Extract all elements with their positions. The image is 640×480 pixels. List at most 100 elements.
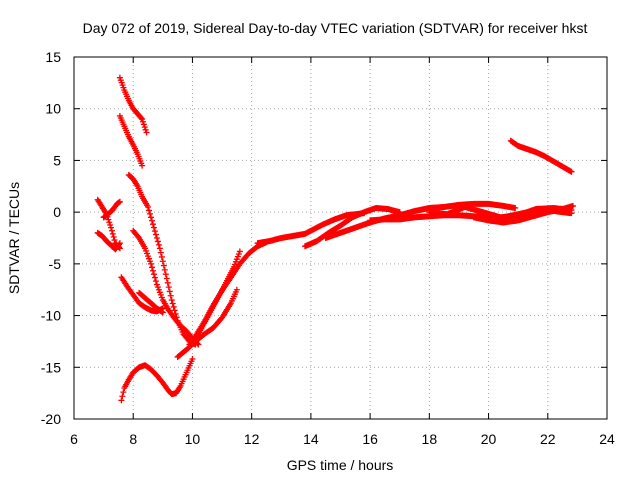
data-point-marker (143, 129, 150, 136)
data-point-marker (189, 356, 196, 363)
data-point-marker (158, 308, 165, 315)
axis-ticks (73, 56, 608, 420)
x-tick-label: 14 (303, 431, 319, 447)
data-point-marker (106, 219, 113, 226)
data-point-marker (161, 266, 168, 273)
data-point-marker (150, 271, 157, 278)
series-arc-3 (125, 171, 199, 348)
data-point-marker (151, 274, 158, 281)
series-arc-1 (116, 74, 150, 136)
data-point-marker (157, 249, 164, 256)
data-point-marker (149, 267, 156, 274)
data-point-marker (150, 224, 157, 231)
y-axis-tick-labels: -20 -15 -10 -5 0 5 10 15 (41, 49, 61, 427)
data-point-marker (167, 292, 174, 299)
data-point-marker (236, 248, 243, 255)
data-point-marker (149, 221, 156, 228)
data-point-marker (109, 230, 116, 237)
y-axis-label: SDTVAR / TECUs (6, 182, 22, 294)
data-point-marker (110, 233, 117, 240)
x-tick-label: 24 (599, 431, 615, 447)
data-point-marker (148, 217, 155, 224)
series-arc-6 (100, 198, 123, 221)
y-tick-label: -5 (49, 256, 62, 272)
data-point-marker (169, 300, 176, 307)
series-arc-2 (116, 112, 146, 169)
x-tick-label: 12 (244, 431, 260, 447)
x-tick-label: 8 (129, 431, 137, 447)
data-point-marker (141, 124, 148, 131)
series-arc-20 (507, 137, 575, 175)
data-point-marker (145, 203, 152, 210)
data-point-marker (116, 241, 123, 248)
data-point-marker (166, 288, 173, 295)
data-point-marker (118, 397, 125, 404)
y-tick-label: 0 (53, 204, 61, 220)
y-tick-label: 15 (45, 49, 61, 65)
data-point-marker (152, 231, 159, 238)
data-point-marker (164, 279, 171, 286)
x-tick-label: 22 (540, 431, 556, 447)
y-tick-label: -10 (41, 308, 61, 324)
y-tick-label: -20 (41, 411, 61, 427)
data-point-marker (170, 303, 177, 310)
data-point-marker (158, 253, 165, 260)
data-point-marker (160, 262, 167, 269)
data-point-marker (147, 210, 154, 217)
data-point-marker (159, 309, 166, 316)
series-arc-7 (130, 227, 202, 348)
data-point-marker (139, 162, 146, 169)
x-tick-label: 16 (362, 431, 378, 447)
series-arc-10 (118, 356, 196, 404)
series-arc-19 (470, 202, 576, 226)
series-arc-9 (136, 289, 166, 316)
data-point-marker (146, 207, 153, 214)
series-arc-16 (322, 200, 519, 241)
series-arc-5 (94, 229, 123, 253)
x-axis-tick-labels: 6 8 10 12 14 16 18 20 22 24 (70, 431, 615, 447)
data-point-marker (111, 237, 118, 244)
data-point-marker (115, 199, 122, 206)
series-arc-13 (195, 248, 243, 338)
data-point-marker (139, 118, 146, 125)
data-point-marker (108, 224, 115, 231)
data-point-marker (147, 260, 154, 267)
data-point-marker (156, 245, 163, 252)
data-point-marker (107, 221, 114, 228)
data-point-marker (116, 198, 123, 205)
data-point-marker (233, 286, 240, 293)
data-point-marker (162, 271, 169, 278)
data-point-marker (569, 202, 576, 209)
data-point-marker (154, 238, 161, 245)
x-axis-label: GPS time / hours (287, 457, 394, 473)
data-point-marker (142, 126, 149, 133)
data-point-marker (119, 393, 126, 400)
x-tick-label: 10 (185, 431, 201, 447)
data-point-marker (159, 258, 166, 265)
data-point-marker (155, 241, 162, 248)
data-point-marker (120, 389, 127, 396)
data-point-marker (140, 121, 147, 128)
data-series (94, 74, 576, 404)
data-point-marker (512, 205, 519, 212)
data-point-marker (171, 307, 178, 314)
y-tick-label: 10 (45, 101, 61, 117)
data-point-marker (163, 275, 170, 282)
data-point-marker (168, 297, 175, 304)
data-point-marker (152, 278, 159, 285)
data-point-marker (147, 214, 154, 221)
x-tick-label: 6 (70, 431, 78, 447)
data-point-marker (568, 168, 575, 175)
x-tick-label: 18 (422, 431, 438, 447)
y-tick-label: -15 (41, 359, 61, 375)
plot-frame (73, 56, 608, 420)
chart-title: Day 072 of 2019, Sidereal Day-to-day VTE… (83, 20, 588, 36)
data-point-marker (151, 228, 158, 235)
x-tick-label: 20 (481, 431, 497, 447)
data-point-marker (195, 341, 202, 348)
data-point-marker (116, 240, 123, 247)
data-point-marker (105, 216, 112, 223)
data-point-marker (165, 284, 172, 291)
data-point-marker (153, 235, 160, 241)
